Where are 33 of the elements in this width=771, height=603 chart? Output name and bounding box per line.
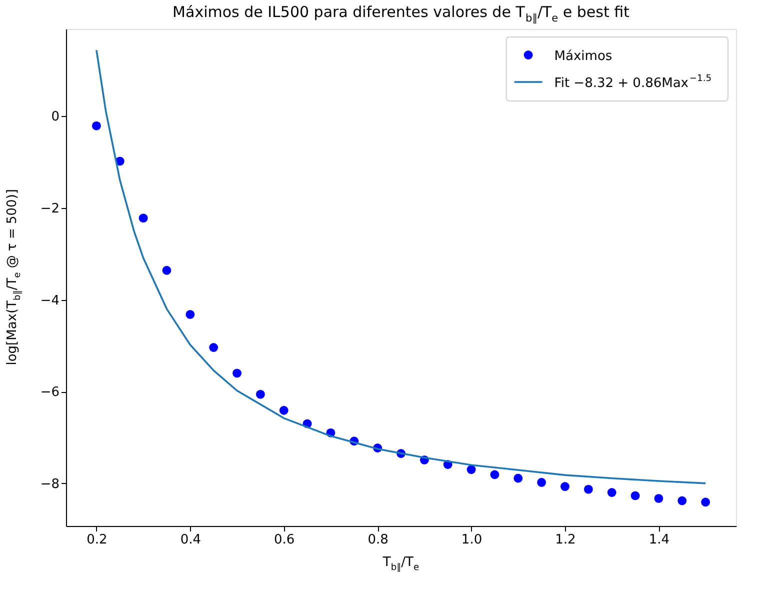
y-tick-label: −6 — [40, 385, 60, 400]
point — [490, 470, 500, 480]
x-tick-label: 0.4 — [180, 532, 202, 548]
point — [162, 266, 172, 275]
x-tick-label: 0.2 — [86, 532, 108, 548]
point — [514, 474, 523, 483]
point — [537, 478, 546, 487]
y-tick-label: −8 — [40, 476, 60, 492]
point — [466, 465, 476, 474]
x-tick-label: 1.0 — [461, 532, 482, 548]
y-tick-label: −4 — [40, 293, 60, 308]
legend-label: Máximos — [554, 49, 612, 64]
point — [138, 214, 148, 223]
x-tick-label: 1.2 — [555, 532, 576, 548]
y-tick-label: −2 — [40, 201, 60, 216]
y-tick-label: 0 — [51, 110, 60, 125]
point — [630, 491, 640, 500]
point — [560, 482, 570, 491]
point — [256, 390, 265, 399]
x-tick-label: 0.6 — [274, 532, 295, 548]
y-axis-title: log[Max(Tb∥/Te @ τ = 500)] — [5, 189, 23, 366]
point — [209, 343, 218, 352]
point — [584, 484, 593, 494]
x-tick-label: 0.8 — [368, 532, 388, 548]
point — [279, 406, 288, 415]
point — [654, 494, 664, 503]
point — [678, 496, 687, 506]
x-tick-label: 1.4 — [648, 532, 670, 548]
point — [92, 121, 101, 130]
point — [186, 310, 195, 319]
point — [232, 368, 242, 378]
point — [607, 488, 616, 497]
point — [701, 498, 710, 507]
